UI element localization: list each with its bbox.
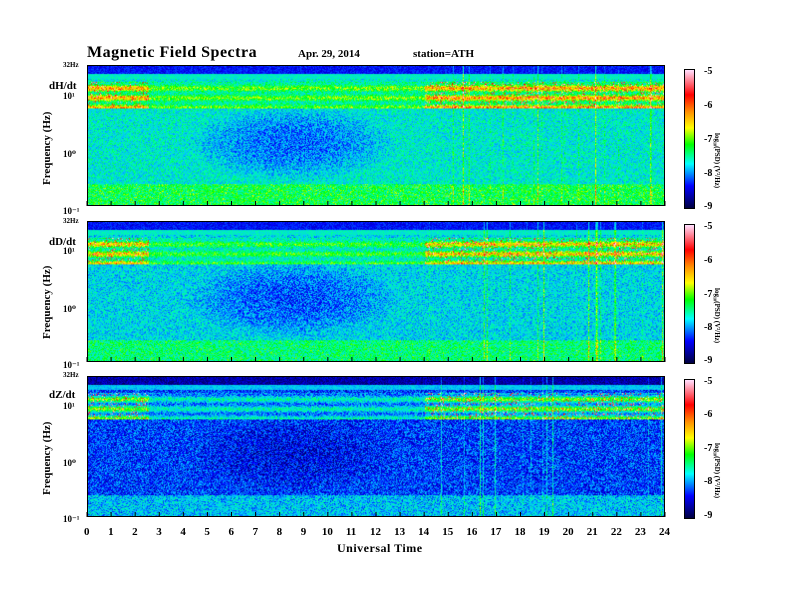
y-tick-label-dz-1: 10⁰ (63, 458, 76, 468)
spectrogram-panel-dh (87, 65, 665, 206)
x-tick-label: 24 (659, 526, 670, 538)
x-tick-label: 1 (108, 526, 114, 538)
x-tick-label: 18 (514, 526, 526, 538)
y-top-label-dh: 32Hz (63, 61, 79, 69)
figure-title: Magnetic Field Spectra (87, 44, 258, 61)
colorbar-tick-dd-m8: -8 (704, 322, 713, 333)
colorbar-tick-dz-m7: -7 (704, 443, 713, 454)
y-tick-label-dh-0-1: 10⁻¹ (63, 206, 80, 216)
x-tick-label: 21 (586, 526, 598, 538)
colorbar-tick-dh-m7: -7 (704, 134, 713, 145)
figure-date: Apr. 29, 2014 (298, 48, 360, 60)
y-tick-label-dh-1: 10⁰ (63, 149, 76, 159)
spectrogram-heatmap-dd (88, 222, 664, 361)
colorbar-tick-dz-m9: -9 (704, 510, 713, 521)
x-tick-label: 17 (490, 526, 502, 538)
x-tick-label: 11 (345, 526, 357, 538)
x-tick-label: 23 (634, 526, 646, 538)
spectrogram-heatmap-dz (88, 377, 664, 516)
y-tick-label-dd-1: 10⁰ (63, 304, 76, 314)
component-label-dz: dZ/dt (49, 389, 76, 401)
colorbar-dz (684, 379, 695, 519)
x-tick-label: 0 (84, 526, 90, 538)
x-axis-label: Universal Time (337, 541, 423, 555)
x-tick-label: 10 (321, 526, 333, 538)
colorbar-dh (684, 69, 695, 209)
colorbar-tick-dh-m9: -9 (704, 201, 713, 212)
x-tick-label: 12 (370, 526, 381, 538)
colorbar-tick-dz-m6: -6 (704, 409, 713, 420)
x-tick-label: 7 (252, 526, 259, 538)
x-tick-label: 20 (562, 526, 574, 538)
x-tick-label: 6 (228, 526, 235, 538)
x-tick-label: 16 (466, 526, 478, 538)
x-tick-label: 5 (204, 526, 210, 538)
component-label-dh: dH/dt (49, 80, 77, 92)
colorbar-tick-dd-m6: -6 (704, 255, 713, 266)
colorbar-tick-dh-m6: -6 (704, 100, 713, 111)
x-tick-label: 4 (180, 526, 186, 538)
x-tick-label: 9 (300, 526, 307, 538)
x-tick-label: 14 (418, 526, 430, 538)
y-tick-label-dz-10: 10¹ (63, 401, 75, 411)
colorbar-tick-dz-m8: -8 (704, 476, 713, 487)
figure-station: station=ATH (413, 48, 475, 60)
colorbar-dd (684, 224, 695, 364)
colorbar-tick-dh-m8: -8 (704, 168, 713, 179)
colorbar-tick-dd-m9: -9 (704, 355, 713, 366)
y-top-label-dd: 32Hz (63, 217, 79, 225)
x-tick-label: 8 (276, 526, 283, 538)
colorbar-tick-dh-m5: -5 (704, 66, 713, 77)
spectrogram-heatmap-dh (88, 66, 664, 205)
x-tick-label: 19 (538, 526, 550, 538)
colorbar-tick-dd-m7: -7 (704, 289, 713, 300)
y-tick-label-dd-10: 10¹ (63, 246, 75, 256)
y-top-label-dz: 32Hz (63, 371, 79, 379)
y-tick-label-dh-10: 10¹ (63, 91, 75, 101)
y-tick-label-dz-0-1: 10⁻¹ (63, 514, 80, 524)
x-tick-label: 3 (156, 526, 162, 538)
x-tick-label: 15 (442, 526, 454, 538)
y-tick-label-dd-0-1: 10⁻¹ (63, 360, 80, 370)
component-label-dd: dD/dt (49, 236, 76, 248)
colorbar-tick-dd-m5: -5 (704, 221, 713, 232)
x-tick-label: 22 (610, 526, 622, 538)
spectrogram-panel-dz (87, 376, 665, 517)
x-tick-label: 2 (132, 526, 138, 538)
colorbar-tick-dz-m5: -5 (704, 376, 713, 387)
x-tick-label: 13 (394, 526, 406, 538)
